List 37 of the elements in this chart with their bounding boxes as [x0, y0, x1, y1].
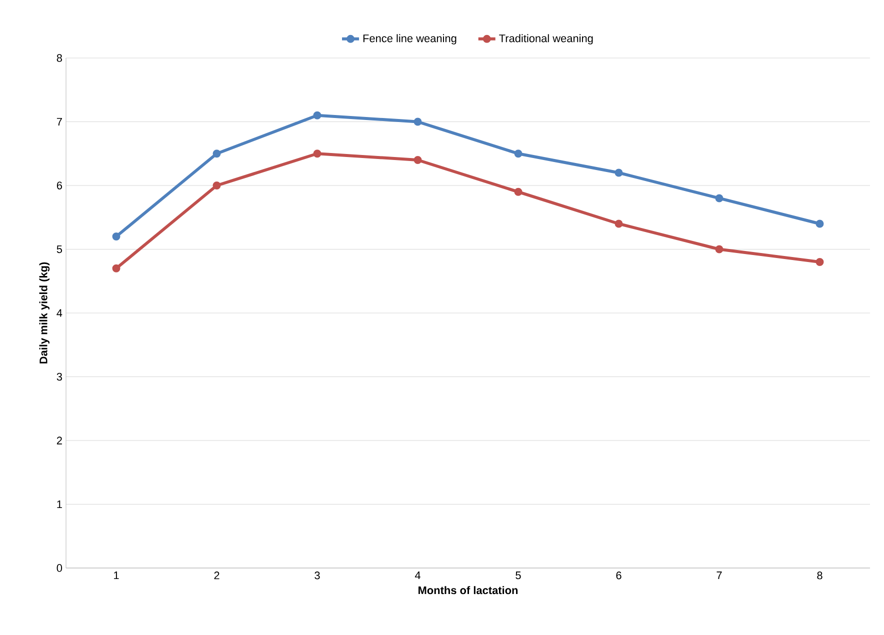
legend-label: Fence line weaning [363, 34, 456, 44]
point [212, 182, 221, 190]
point [112, 264, 120, 272]
x-tick-label: 7 [716, 572, 722, 580]
point [313, 150, 322, 158]
point [414, 118, 422, 126]
x-axis-title: Months of lactation [418, 586, 518, 594]
x-tick-label: 2 [214, 572, 220, 580]
y-axis-title: Daily milk yield (kg) [39, 262, 50, 364]
point [112, 232, 120, 240]
point [212, 150, 221, 158]
point [715, 194, 724, 202]
x-tick-label: 5 [516, 572, 521, 580]
y-tick-label: 5 [56, 245, 62, 254]
x-tick-label: 6 [616, 572, 622, 580]
x-tick-label: 1 [114, 572, 119, 580]
y-tick-label: 8 [56, 54, 62, 62]
y-tick-label: 7 [56, 118, 62, 126]
y-tick-label: 3 [56, 372, 62, 381]
point [313, 111, 322, 120]
point [715, 245, 724, 254]
y-tick-label: 6 [56, 182, 62, 190]
point [514, 188, 522, 196]
point [816, 220, 824, 228]
point [514, 150, 522, 158]
point [414, 156, 422, 164]
point [614, 168, 623, 177]
y-tick-label: 4 [56, 309, 62, 317]
y-tick-label: 0 [56, 564, 62, 572]
x-tick-label: 3 [314, 572, 320, 580]
point [816, 258, 824, 266]
legend-label: Traditional weaning [499, 34, 593, 44]
y-tick-label: 1 [57, 500, 62, 508]
x-tick-label: 8 [817, 572, 822, 580]
y-tick-label: 2 [56, 436, 62, 444]
point [614, 220, 623, 228]
x-tick-label: 4 [414, 572, 420, 580]
